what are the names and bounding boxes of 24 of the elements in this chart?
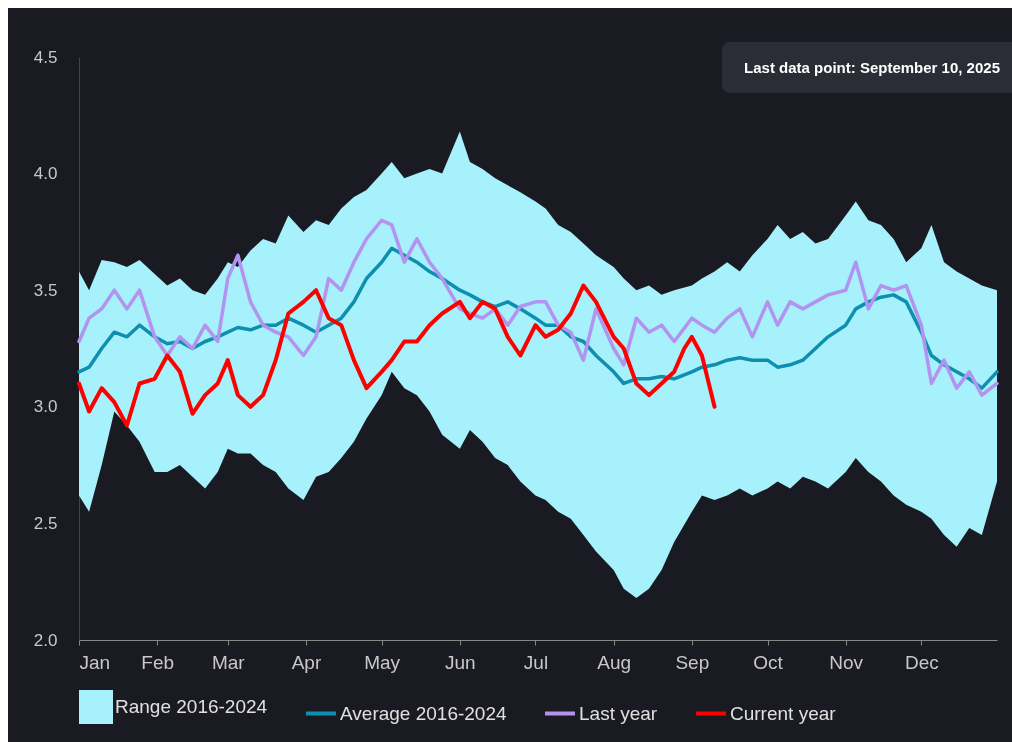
y-tick-label: 2.0 — [33, 630, 58, 650]
annotation: Last data point: September 10, 2025 — [722, 42, 1012, 93]
legend-label: Last year — [579, 702, 658, 724]
x-tick-label: Sep — [675, 651, 710, 673]
x-tick-label: Apr — [291, 651, 322, 673]
x-tick-label: May — [364, 651, 401, 673]
legend-label: Average 2016-2024 — [340, 702, 507, 724]
x-tick-label: Mar — [211, 651, 246, 673]
legend-label: Current year — [730, 702, 837, 724]
y-tick-label: 2.5 — [33, 513, 58, 533]
line-series — [77, 283, 717, 428]
x-tick-label: Nov — [829, 651, 864, 673]
x-tick-label: Feb — [141, 651, 175, 673]
y-tick-label: 4.0 — [33, 164, 58, 184]
x-tick-label: Jan — [79, 651, 111, 673]
x-tick-label: Aug — [597, 651, 632, 673]
y-tick-label: 3.0 — [33, 397, 58, 417]
y-tick-label: 3.5 — [33, 280, 58, 300]
x-tick-label: Oct — [753, 651, 784, 673]
x-tick-label: Dec — [904, 651, 939, 673]
y-tick-label: 4.5 — [33, 47, 58, 67]
x-tick-label: Jul — [523, 651, 549, 673]
legend-label: Range 2016-2024 — [115, 696, 268, 717]
x-tick-label: Jun — [445, 651, 476, 673]
